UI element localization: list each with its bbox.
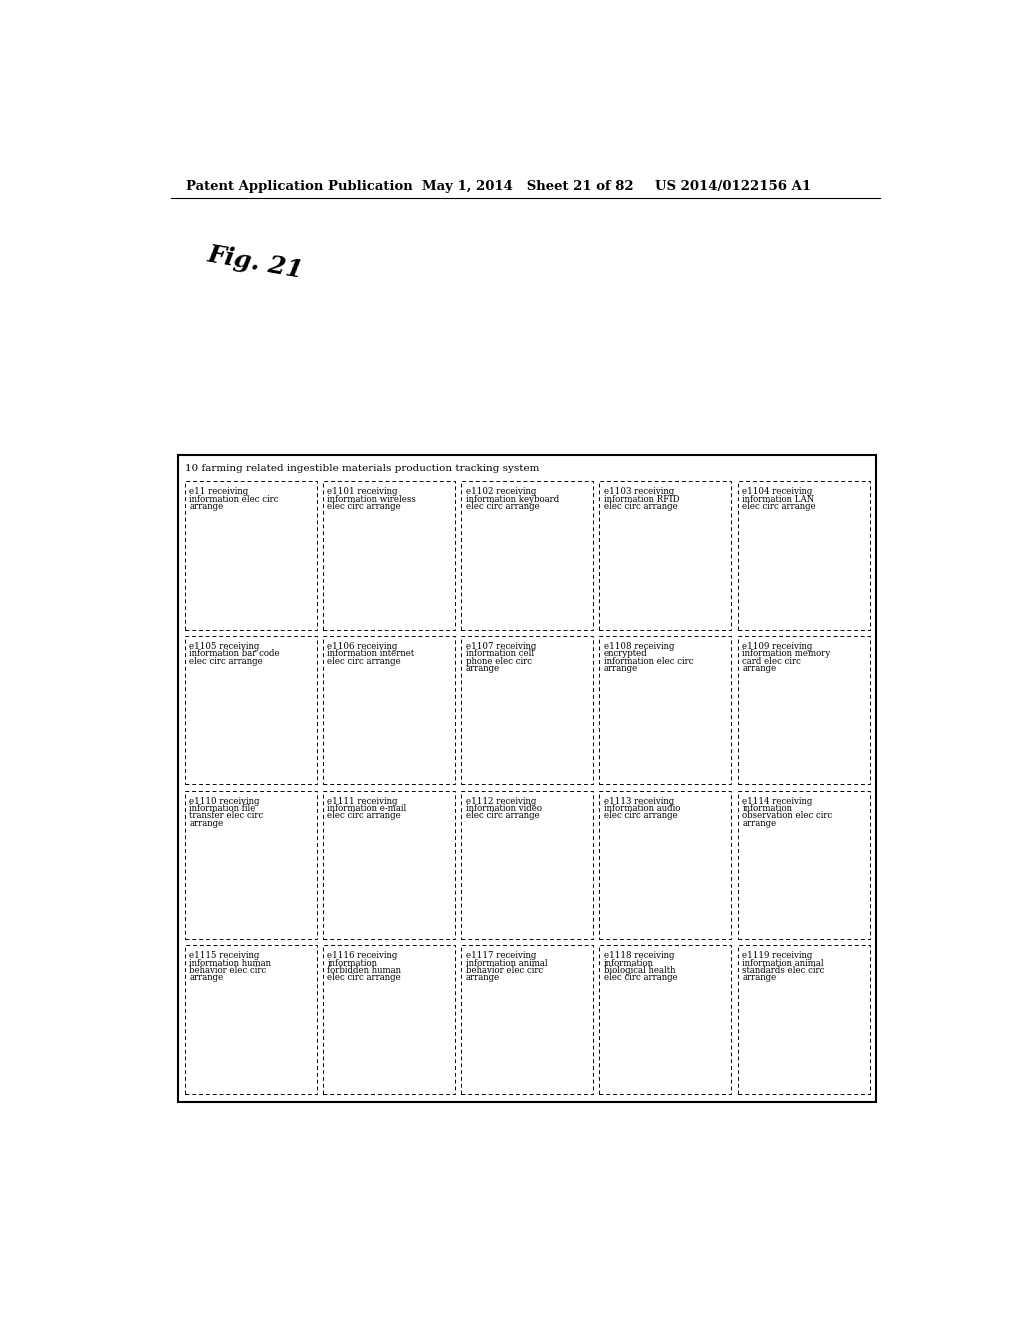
Text: e1108 receiving: e1108 receiving (604, 642, 675, 651)
Text: e1109 receiving: e1109 receiving (742, 642, 813, 651)
Text: elec circ arrange: elec circ arrange (466, 502, 540, 511)
Text: elec circ arrange: elec circ arrange (604, 502, 678, 511)
Bar (323, 945, 455, 1094)
Text: e1115 receiving: e1115 receiving (189, 952, 260, 961)
Text: information animal: information animal (742, 958, 824, 968)
Bar (323, 791, 455, 940)
Text: information: information (328, 958, 378, 968)
Text: 10 farming related ingestible materials production tracking system: 10 farming related ingestible materials … (184, 465, 539, 473)
Bar (178, 455, 876, 1102)
Text: elec circ arrange: elec circ arrange (604, 812, 678, 820)
Text: e1107 receiving: e1107 receiving (466, 642, 537, 651)
Text: information wireless: information wireless (328, 495, 417, 503)
Bar (184, 480, 316, 630)
Text: e1116 receiving: e1116 receiving (328, 952, 398, 961)
Text: card elec circ: card elec circ (742, 656, 801, 665)
Text: elec circ arrange: elec circ arrange (328, 502, 401, 511)
Text: information keyboard: information keyboard (466, 495, 559, 503)
Text: e1104 receiving: e1104 receiving (742, 487, 813, 496)
Bar (323, 480, 455, 630)
Text: May 1, 2014   Sheet 21 of 82: May 1, 2014 Sheet 21 of 82 (423, 181, 634, 194)
Text: e1105 receiving: e1105 receiving (189, 642, 260, 651)
Text: information: information (604, 958, 654, 968)
Text: e1101 receiving: e1101 receiving (328, 487, 398, 496)
Bar (461, 480, 593, 630)
Text: Patent Application Publication: Patent Application Publication (186, 181, 413, 194)
Bar (599, 636, 731, 784)
Text: transfer elec circ: transfer elec circ (189, 812, 263, 820)
Text: e1110 receiving: e1110 receiving (189, 797, 260, 805)
Text: elec circ arrange: elec circ arrange (466, 812, 540, 820)
Text: e1113 receiving: e1113 receiving (604, 797, 674, 805)
Text: US 2014/0122156 A1: US 2014/0122156 A1 (655, 181, 811, 194)
Text: arrange: arrange (742, 664, 776, 673)
Text: encrypted: encrypted (604, 649, 648, 659)
Text: elec circ arrange: elec circ arrange (604, 973, 678, 982)
Bar (737, 945, 869, 1094)
Text: information internet: information internet (328, 649, 415, 659)
Text: information video: information video (466, 804, 542, 813)
Text: information RFID: information RFID (604, 495, 680, 503)
Text: e1106 receiving: e1106 receiving (328, 642, 398, 651)
Text: elec circ arrange: elec circ arrange (742, 502, 816, 511)
Text: information animal: information animal (466, 958, 548, 968)
Text: e11 receiving: e11 receiving (189, 487, 249, 496)
Text: e1117 receiving: e1117 receiving (466, 952, 537, 961)
Text: elec circ arrange: elec circ arrange (328, 973, 401, 982)
Text: arrange: arrange (742, 818, 776, 828)
Text: elec circ arrange: elec circ arrange (328, 812, 401, 820)
Bar (461, 636, 593, 784)
Text: behavior elec circ: behavior elec circ (466, 966, 543, 975)
Text: information audio: information audio (604, 804, 680, 813)
Text: arrange: arrange (466, 664, 500, 673)
Bar (323, 636, 455, 784)
Text: information LAN: information LAN (742, 495, 814, 503)
Text: information file: information file (189, 804, 256, 813)
Bar (184, 791, 316, 940)
Text: information elec circ: information elec circ (189, 495, 279, 503)
Text: e1103 receiving: e1103 receiving (604, 487, 674, 496)
Bar (184, 945, 316, 1094)
Text: arrange: arrange (742, 973, 776, 982)
Text: e1112 receiving: e1112 receiving (466, 797, 537, 805)
Text: e1111 receiving: e1111 receiving (328, 797, 398, 805)
Text: biological health: biological health (604, 966, 676, 975)
Text: arrange: arrange (604, 664, 638, 673)
Bar (599, 945, 731, 1094)
Bar (737, 636, 869, 784)
Text: e1102 receiving: e1102 receiving (466, 487, 537, 496)
Text: information bar code: information bar code (189, 649, 280, 659)
Text: phone elec circ: phone elec circ (466, 656, 531, 665)
Text: arrange: arrange (189, 818, 223, 828)
Bar (184, 636, 316, 784)
Text: e1118 receiving: e1118 receiving (604, 952, 675, 961)
Text: e1114 receiving: e1114 receiving (742, 797, 813, 805)
Bar (461, 791, 593, 940)
Text: elec circ arrange: elec circ arrange (328, 656, 401, 665)
Text: elec circ arrange: elec circ arrange (189, 656, 263, 665)
Text: information cell: information cell (466, 649, 534, 659)
Bar (737, 480, 869, 630)
Text: information human: information human (189, 958, 271, 968)
Text: information memory: information memory (742, 649, 830, 659)
Text: e1119 receiving: e1119 receiving (742, 952, 813, 961)
Text: arrange: arrange (466, 973, 500, 982)
Text: forbidden human: forbidden human (328, 966, 401, 975)
Bar (737, 791, 869, 940)
Text: information elec circ: information elec circ (604, 656, 693, 665)
Text: behavior elec circ: behavior elec circ (189, 966, 266, 975)
Bar (461, 945, 593, 1094)
Text: observation elec circ: observation elec circ (742, 812, 833, 820)
Text: standards elec circ: standards elec circ (742, 966, 824, 975)
Bar (599, 791, 731, 940)
Bar (599, 480, 731, 630)
Text: arrange: arrange (189, 973, 223, 982)
Text: information e-mail: information e-mail (328, 804, 407, 813)
Text: information: information (742, 804, 793, 813)
Text: Fig. 21: Fig. 21 (206, 242, 305, 282)
Text: arrange: arrange (189, 502, 223, 511)
